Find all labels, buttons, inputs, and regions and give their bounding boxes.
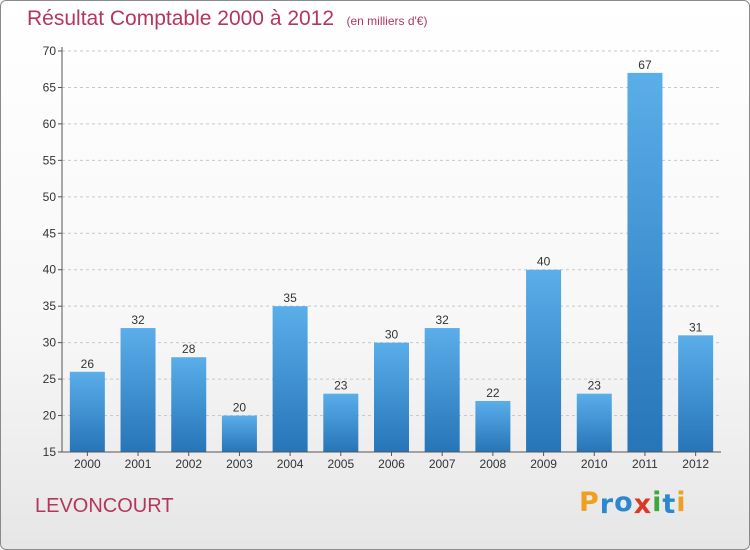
- y-tick-label-25: 25: [43, 372, 57, 386]
- logo-letter: r: [599, 489, 615, 520]
- bar-2007: [424, 328, 460, 452]
- y-tick-label-40: 40: [43, 263, 57, 277]
- bar-2011: [627, 72, 663, 452]
- bar-2002: [171, 357, 207, 452]
- bar-2010: [576, 393, 612, 452]
- y-tick-label-20: 20: [43, 409, 57, 423]
- x-tick-label-2005: 2005: [327, 457, 354, 471]
- y-tick-label-60: 60: [43, 117, 57, 131]
- bar-value-2006: 30: [385, 328, 399, 342]
- bar-2001: [120, 328, 156, 452]
- x-tick-label-2000: 2000: [74, 457, 101, 471]
- logo-letter: i: [676, 487, 687, 518]
- x-tick-label-2009: 2009: [530, 457, 557, 471]
- bar-value-2009: 40: [537, 255, 551, 269]
- bar-2012: [678, 335, 714, 452]
- x-tick-label-2012: 2012: [682, 457, 709, 471]
- bar-value-2002: 28: [182, 342, 196, 356]
- bar-2005: [323, 393, 359, 452]
- x-tick-label-2002: 2002: [175, 457, 202, 471]
- x-tick-label-2003: 2003: [226, 457, 253, 471]
- bar-2000: [69, 371, 105, 452]
- logo-letter: o: [614, 487, 634, 518]
- y-tick-label-65: 65: [43, 80, 57, 94]
- bar-2008: [475, 400, 511, 452]
- bar-2009: [526, 269, 562, 452]
- bar-value-2004: 35: [283, 291, 297, 305]
- axes: 15 20 25 30 35 40 45 50 55 60 65 70: [43, 44, 721, 459]
- logo-letter: t: [662, 489, 677, 520]
- y-tick-label-55: 55: [43, 153, 57, 167]
- bar-value-2012: 31: [689, 320, 703, 334]
- y-tick-label-50: 50: [43, 190, 57, 204]
- logo-letter: x: [633, 489, 653, 520]
- bar-value-2011: 67: [638, 58, 652, 72]
- x-tick-label-2007: 2007: [429, 457, 456, 471]
- bar-value-2005: 23: [334, 379, 348, 393]
- y-tick-label-70: 70: [43, 44, 57, 58]
- bar-2003: [221, 415, 257, 452]
- x-tick-label-2008: 2008: [480, 457, 507, 471]
- proxiti-logo: Proxiti: [579, 487, 687, 520]
- x-tick-label-2001: 2001: [125, 457, 152, 471]
- bar-value-2008: 22: [486, 386, 500, 400]
- bar-value-2000: 26: [81, 357, 95, 371]
- bar-value-2007: 32: [436, 313, 450, 327]
- y-tick-label-30: 30: [43, 336, 57, 350]
- chart-title-main: Résultat Comptable 2000 à 2012: [27, 7, 335, 30]
- chart-title: Résultat Comptable 2000 à 2012 (en milli…: [27, 7, 427, 31]
- y-tick-label-15: 15: [43, 445, 57, 459]
- bar-value-2001: 32: [131, 313, 145, 327]
- bar-2004: [272, 306, 308, 452]
- y-tick-label-35: 35: [43, 299, 57, 313]
- logo-letter: i: [652, 487, 663, 518]
- x-tick-label-2004: 2004: [277, 457, 304, 471]
- x-tick-label-2006: 2006: [378, 457, 405, 471]
- x-tick-label-2010: 2010: [581, 457, 608, 471]
- y-tick-label-45: 45: [43, 226, 57, 240]
- bars: [69, 72, 714, 452]
- location-name: LEVONCOURT: [35, 495, 174, 517]
- labels: 26 2000 32 2001 28 2002 20 2003 35 2004 23 2005 30 20…: [74, 58, 709, 471]
- bar-value-2003: 20: [233, 401, 247, 415]
- x-tick-label-2011: 2011: [632, 457, 658, 471]
- bar-2006: [374, 342, 409, 452]
- logo-letter: P: [579, 487, 600, 518]
- chart-title-unit: (en milliers d'€): [346, 14, 428, 28]
- bar-value-2010: 23: [588, 379, 602, 393]
